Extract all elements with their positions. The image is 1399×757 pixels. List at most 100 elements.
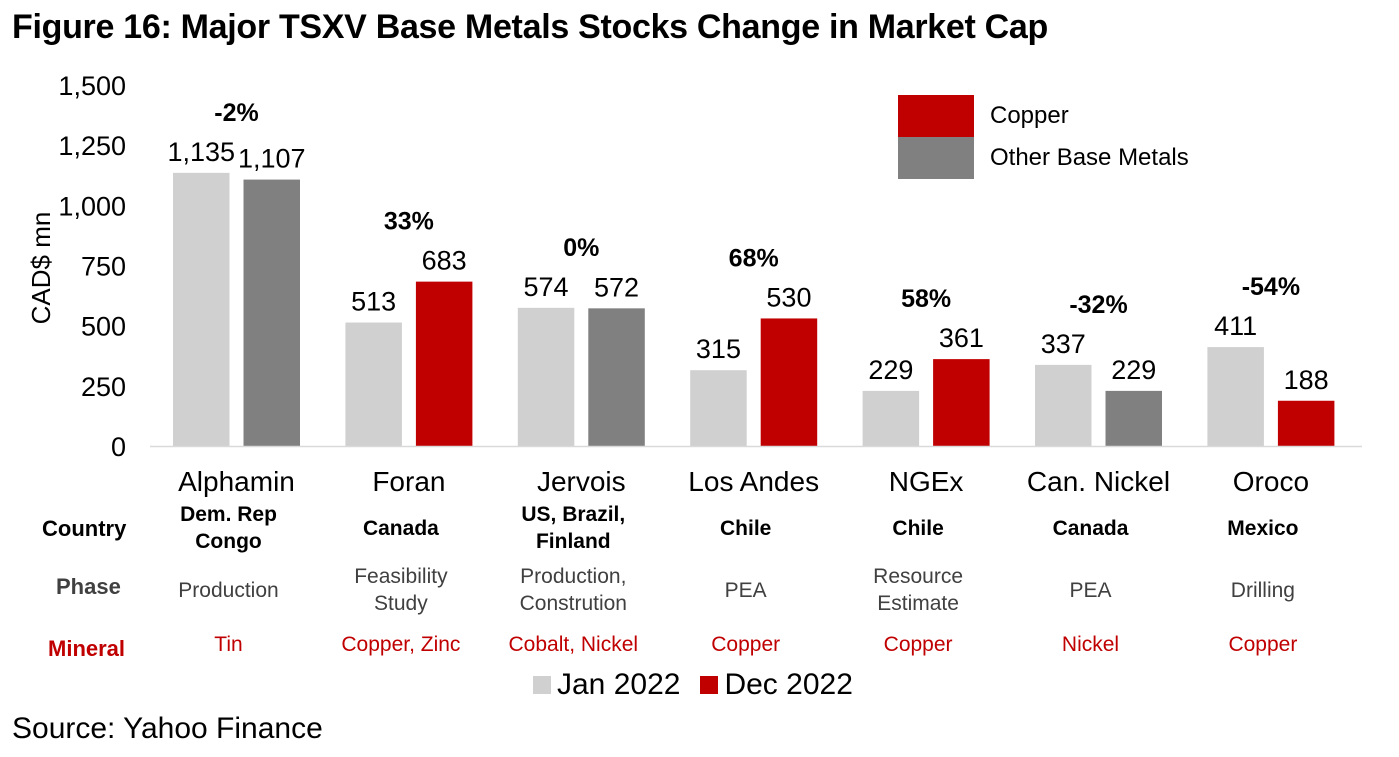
data-label-jan: 513 xyxy=(351,287,396,317)
bar-dec-2022 xyxy=(1277,400,1335,446)
bar-jan-2022 xyxy=(173,172,230,447)
country-cell: Dem. Rep Congo xyxy=(180,501,277,555)
legend-item-dec: Dec 2022 xyxy=(700,668,853,702)
pct-change-label: -2% xyxy=(214,99,258,127)
bar-dec-2022 xyxy=(588,308,645,446)
x-tick-label: Jervois xyxy=(537,466,626,497)
x-tick-label: Oroco xyxy=(1233,466,1309,497)
legend-item-other: Other Base Metals xyxy=(898,137,1189,179)
data-label-dec: 188 xyxy=(1284,365,1329,395)
data-label-jan: 411 xyxy=(1214,311,1257,341)
legend-item-copper: Copper xyxy=(898,95,1189,137)
bar-jan-2022 xyxy=(517,307,575,446)
metal-type-legend: Copper Other Base Metals xyxy=(898,95,1189,179)
data-label-jan: 315 xyxy=(696,334,741,364)
phase-cell-line: PEA xyxy=(1069,578,1112,602)
phase-cell-line: Feasibility xyxy=(354,565,448,588)
phase-cell-line: Estimate xyxy=(877,592,959,615)
phase-cell-line: Production xyxy=(178,578,279,602)
pct-change-label: -54% xyxy=(1242,273,1300,301)
mineral-cell: Nickel xyxy=(1062,631,1119,658)
row-label-phase: Phase xyxy=(56,574,121,599)
data-label-dec: 530 xyxy=(766,282,811,312)
phase-cell: Production xyxy=(178,577,278,604)
phase-cell-line: Resource xyxy=(873,565,964,588)
data-label-jan: 1,135 xyxy=(167,137,235,167)
source-note: Source: Yahoo Finance xyxy=(12,712,323,745)
y-tick-label: 250 xyxy=(81,372,126,402)
y-tick-label: 1,250 xyxy=(58,131,126,161)
bar-dec-2022 xyxy=(415,281,473,446)
phase-cell: Resource Estimate xyxy=(873,563,963,617)
row-label-mineral: Mineral xyxy=(48,636,126,661)
data-label-dec: 572 xyxy=(594,272,639,302)
mineral-cell-line: Copper xyxy=(883,632,953,656)
country-cell: Canada xyxy=(1053,515,1129,542)
country-cell: US, Brazil, Finland xyxy=(521,501,625,555)
data-label-dec: 361 xyxy=(939,323,984,353)
country-cell-line: Canada xyxy=(1052,516,1129,540)
bar-dec-2022 xyxy=(760,318,818,446)
bars: 1,135 1,107 -2% 513 683 33% 574 572 0% 315 530 68% 2… xyxy=(167,99,1335,447)
legend-swatch-dec xyxy=(700,676,719,694)
data-label-jan: 229 xyxy=(868,355,913,385)
legend-item-jan: Jan 2022 xyxy=(533,668,680,702)
mineral-cell: Copper xyxy=(884,631,953,658)
phase-cell: Production, Constrution xyxy=(520,563,627,617)
country-cell-line: Mexico xyxy=(1227,516,1299,540)
data-label-dec: 1,107 xyxy=(238,144,306,174)
legend-label-dec: Dec 2022 xyxy=(724,668,853,701)
country-cell-line: Canada xyxy=(362,516,439,540)
legend-swatch-other xyxy=(898,137,974,179)
country-cell-line: Dem. Rep xyxy=(180,503,277,526)
country-cell-line: Chile xyxy=(720,516,772,540)
mineral-cell: Tin xyxy=(214,631,242,658)
bar-dec-2022 xyxy=(243,179,300,446)
legend-label-copper: Copper xyxy=(990,102,1069,129)
mineral-cell-line: Nickel xyxy=(1061,632,1120,656)
bar-dec-2022 xyxy=(1105,390,1162,446)
mineral-cell: Copper xyxy=(1228,631,1297,658)
data-label-dec: 683 xyxy=(422,246,467,276)
y-axis: 0 250 500 750 1,000 1,250 1,500 xyxy=(58,71,126,462)
y-tick-label: 0 xyxy=(111,432,126,462)
country-cell-line: Chile xyxy=(892,516,944,540)
pct-change-label: -32% xyxy=(1069,291,1127,319)
mineral-cell: Cobalt, Nickel xyxy=(509,631,639,658)
x-tick-label: Los Andes xyxy=(688,466,819,497)
y-tick-label: 500 xyxy=(81,312,126,342)
series-legend: Jan 2022 Dec 2022 xyxy=(533,668,873,702)
country-cell-line: Congo xyxy=(195,530,262,553)
mineral-cell-line: Copper, Zinc xyxy=(341,632,461,656)
y-axis-label: CAD$ mn xyxy=(26,212,56,325)
phase-cell: Drilling xyxy=(1231,577,1295,604)
phase-cell-line: PEA xyxy=(724,578,767,602)
y-tick-label: 1,000 xyxy=(58,191,126,221)
phase-cell: PEA xyxy=(725,577,767,604)
pct-change-label: 0% xyxy=(563,234,599,262)
figure-title: Figure 16: Major TSXV Base Metals Stocks… xyxy=(12,8,1048,46)
phase-cell-line: Constrution xyxy=(519,592,627,615)
bar-jan-2022 xyxy=(1207,347,1264,446)
y-tick-label: 750 xyxy=(81,252,126,282)
bar-jan-2022 xyxy=(345,322,402,446)
mineral-cell: Copper xyxy=(711,631,780,658)
legend-swatch-jan xyxy=(533,676,551,694)
mineral-cell-line: Copper xyxy=(1228,632,1298,656)
legend-label-other: Other Base Metals xyxy=(990,144,1189,171)
pct-change-label: 58% xyxy=(901,285,951,313)
mineral-cell: Copper, Zinc xyxy=(341,631,460,658)
bar-jan-2022 xyxy=(1035,364,1092,446)
y-tick-label: 1,500 xyxy=(58,71,126,101)
country-cell: Canada xyxy=(363,515,439,542)
bar-jan-2022 xyxy=(862,390,920,446)
x-axis-categories: Alphamin Foran Jervois Los Andes NGEx Can. Ni… xyxy=(178,466,1309,497)
country-cell-line: US, Brazil, xyxy=(521,503,626,526)
phase-cell-line: Drilling xyxy=(1230,578,1295,602)
x-tick-label: Alphamin xyxy=(178,466,295,497)
country-cell: Chile xyxy=(720,515,771,542)
data-label-dec: 229 xyxy=(1111,355,1156,385)
legend-label-jan: Jan 2022 xyxy=(557,668,681,701)
x-tick-label: Foran xyxy=(372,466,445,497)
data-label-jan: 337 xyxy=(1041,329,1086,359)
